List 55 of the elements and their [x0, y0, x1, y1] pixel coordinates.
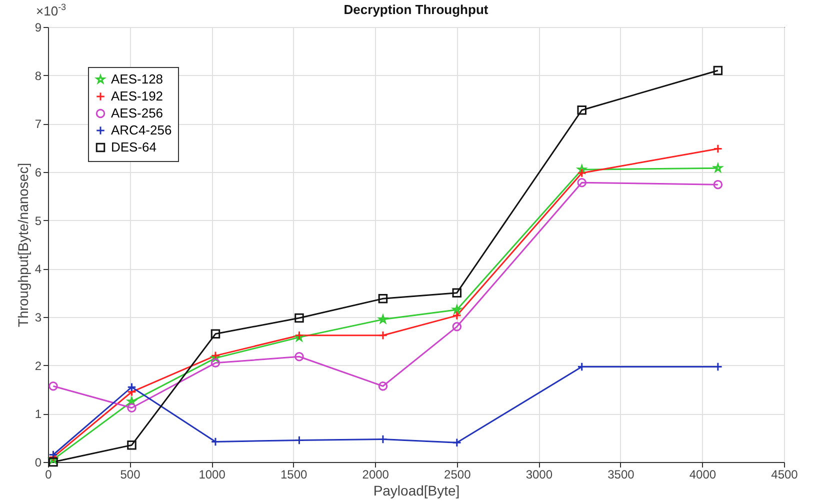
y-axis-title: Throughput[Byte/nanosec] [14, 162, 31, 328]
point [210, 329, 220, 339]
text: ×10$^{-3}$ [36, 2, 66, 18]
chart-title: Decryption Throughput [344, 2, 489, 17]
y-tick-label: 0 [34, 456, 42, 470]
x-tick-label: 2500 [444, 468, 472, 482]
point [294, 330, 304, 340]
x-tick-label: 3000 [526, 468, 553, 482]
x-tick-label: 1500 [280, 468, 308, 482]
point [48, 450, 58, 460]
x-tick-label: 4000 [689, 468, 716, 482]
y-tick-label: 9 [34, 20, 42, 34]
point [713, 144, 723, 154]
point [452, 310, 462, 320]
y-tick-label: 2 [34, 358, 42, 373]
point [577, 168, 586, 178]
x-tick-label: 500 [120, 468, 141, 482]
legend-label: AES-192 [111, 88, 164, 104]
point [294, 352, 304, 362]
y-tick-label: 7 [34, 117, 42, 132]
legend-label: AES-128 [111, 72, 164, 86]
x-tick-label: 4500 [771, 468, 798, 482]
y-tick-label: 5 [34, 214, 42, 228]
y-tick-label: 3 [34, 310, 42, 324]
y-tick-label: 6 [34, 166, 42, 180]
point [378, 434, 388, 444]
point [378, 294, 388, 304]
x-tick-label: 2000 [362, 468, 390, 482]
y-tick-label: 4 [34, 262, 42, 276]
point [127, 440, 136, 450]
point [713, 180, 723, 190]
point [452, 322, 462, 332]
point [452, 438, 462, 448]
x-tick-label: 0 [45, 468, 52, 482]
point [210, 358, 220, 368]
point [378, 382, 388, 391]
point [294, 436, 304, 445]
y-tick-label: 8 [34, 68, 42, 83]
x-tick-label: 3500 [608, 468, 635, 482]
point [577, 106, 586, 115]
point [577, 178, 586, 188]
point [127, 382, 136, 392]
point [452, 288, 462, 298]
legend-label: DES-64 [111, 140, 157, 154]
y-tick-label: 1 [34, 407, 42, 422]
point [713, 66, 723, 76]
legend-label: AES-256 [111, 106, 164, 120]
x-axis-title: Payload[Byte] [373, 482, 460, 498]
point [378, 330, 388, 340]
legend-label: ARC4-256 [111, 122, 172, 138]
x-tick-label: 1000 [198, 468, 226, 482]
point [210, 437, 220, 446]
point [127, 403, 136, 412]
point [294, 313, 304, 323]
point [48, 382, 58, 391]
